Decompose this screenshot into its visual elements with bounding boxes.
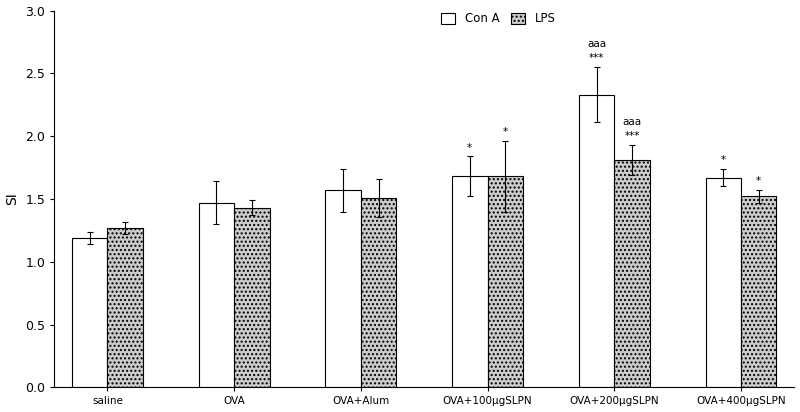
Legend: Con A, LPS: Con A, LPS (438, 9, 559, 29)
Text: aaa: aaa (622, 117, 642, 127)
Bar (452, 176, 487, 387)
Bar (578, 95, 614, 387)
Bar (614, 160, 650, 387)
Bar (72, 238, 107, 387)
Text: *: * (756, 176, 762, 186)
Bar (198, 203, 234, 387)
Bar (326, 190, 361, 387)
Y-axis label: SI: SI (6, 193, 19, 205)
Text: *: * (467, 143, 472, 152)
Bar (487, 176, 523, 387)
Text: aaa: aaa (587, 40, 606, 49)
Bar (706, 178, 741, 387)
Bar (234, 208, 270, 387)
Text: ***: *** (624, 131, 640, 141)
Bar (361, 198, 396, 387)
Bar (107, 228, 143, 387)
Text: ***: *** (589, 53, 604, 63)
Text: *: * (721, 155, 726, 165)
Text: *: * (502, 127, 508, 138)
Bar (741, 197, 777, 387)
